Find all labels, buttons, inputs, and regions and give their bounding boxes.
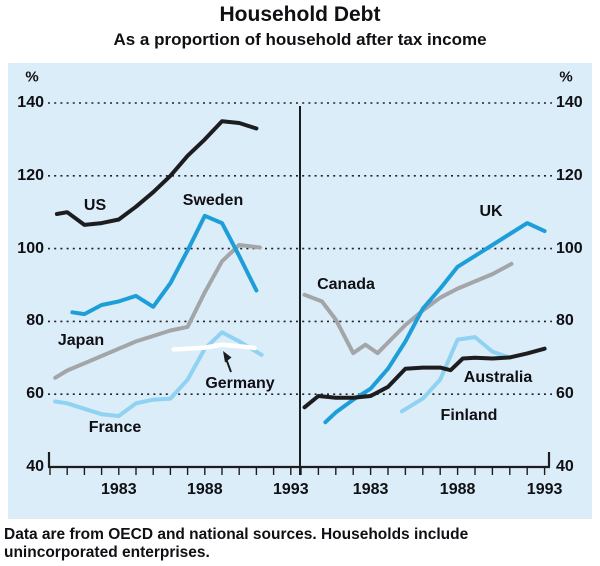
y-axis-label-left-60: 60	[26, 385, 44, 403]
chart-title: Household Debt	[219, 3, 381, 26]
y-axis-label-left-80: 80	[26, 312, 44, 330]
series-label-germany: Germany	[205, 375, 275, 392]
germany-pointer-arrow-icon	[223, 351, 232, 363]
series-label-australia: Australia	[463, 369, 533, 386]
series-label-france: France	[88, 419, 142, 436]
sweden-line	[70, 213, 259, 317]
y-axis-label-left-140: 140	[17, 94, 44, 111]
france-line	[53, 330, 264, 418]
series-label-finland: Finland	[440, 407, 498, 424]
canada-line	[302, 261, 514, 356]
series-label-us: US	[83, 197, 107, 214]
series-label-japan: Japan	[57, 332, 105, 349]
germany-pointer-arrow-tail	[225, 359, 232, 373]
unit-label-right: %	[559, 68, 573, 86]
footnote-line-2: unincorporated enterprises.	[4, 543, 210, 561]
y-axis-label-right-40: 40	[556, 458, 574, 475]
chart-subtitle: As a proportion of household after tax i…	[113, 30, 487, 49]
australia-line	[302, 346, 547, 410]
year-label-left-1983: 1983	[101, 481, 137, 498]
unit-label-left: %	[25, 68, 39, 86]
series-label-canada: Canada	[317, 276, 375, 293]
y-axis-label-left-40: 40	[26, 458, 44, 475]
us-line	[54, 119, 259, 227]
y-axis-label-right-80: 80	[556, 312, 574, 330]
year-label-left-1988: 1988	[187, 481, 223, 498]
y-axis-label-right-60: 60	[556, 385, 574, 403]
series-label-sweden: Sweden	[182, 192, 244, 209]
year-label-right-1988: 1988	[439, 481, 476, 498]
footnote-line-1: Data are from OECD and national sources.…	[4, 526, 469, 543]
y-axis-label-right-140: 140	[556, 94, 583, 111]
series-label-uk: UK	[479, 203, 503, 220]
y-axis-label-left-120: 120	[17, 166, 44, 184]
year-label-right-1993: 1993	[526, 481, 563, 498]
year-label-left-1993: 1993	[273, 481, 309, 498]
y-axis-label-left-100: 100	[17, 239, 44, 257]
japan-line	[53, 243, 262, 380]
y-axis-label-right-100: 100	[556, 239, 583, 257]
finland-line	[399, 335, 512, 414]
y-axis-label-right-120: 120	[556, 166, 583, 184]
year-label-right-1983: 1983	[352, 481, 389, 498]
germany-line	[171, 342, 257, 352]
chart-footnote: Data are from OECD and national sources.…	[4, 526, 596, 561]
